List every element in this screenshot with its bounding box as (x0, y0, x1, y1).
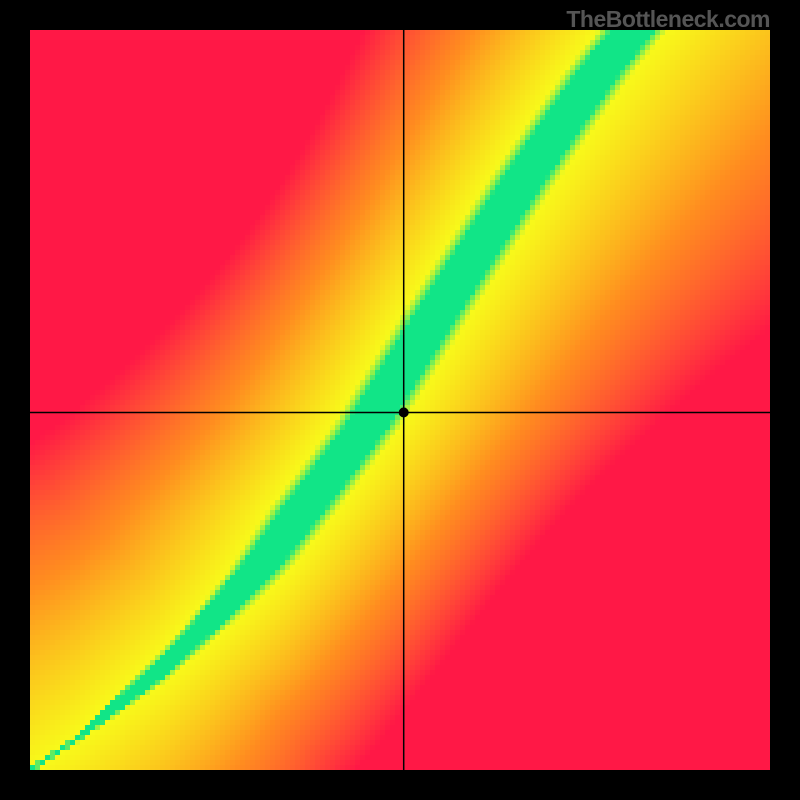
bottleneck-heatmap (0, 0, 800, 800)
watermark-text: TheBottleneck.com (566, 6, 770, 33)
